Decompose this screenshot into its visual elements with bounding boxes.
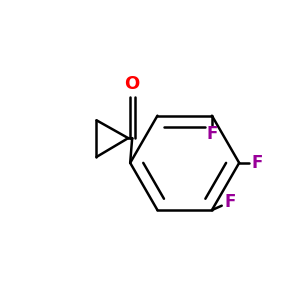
Text: O: O xyxy=(124,74,140,92)
Text: F: F xyxy=(251,154,263,172)
Text: F: F xyxy=(206,124,218,142)
Text: F: F xyxy=(224,193,236,211)
